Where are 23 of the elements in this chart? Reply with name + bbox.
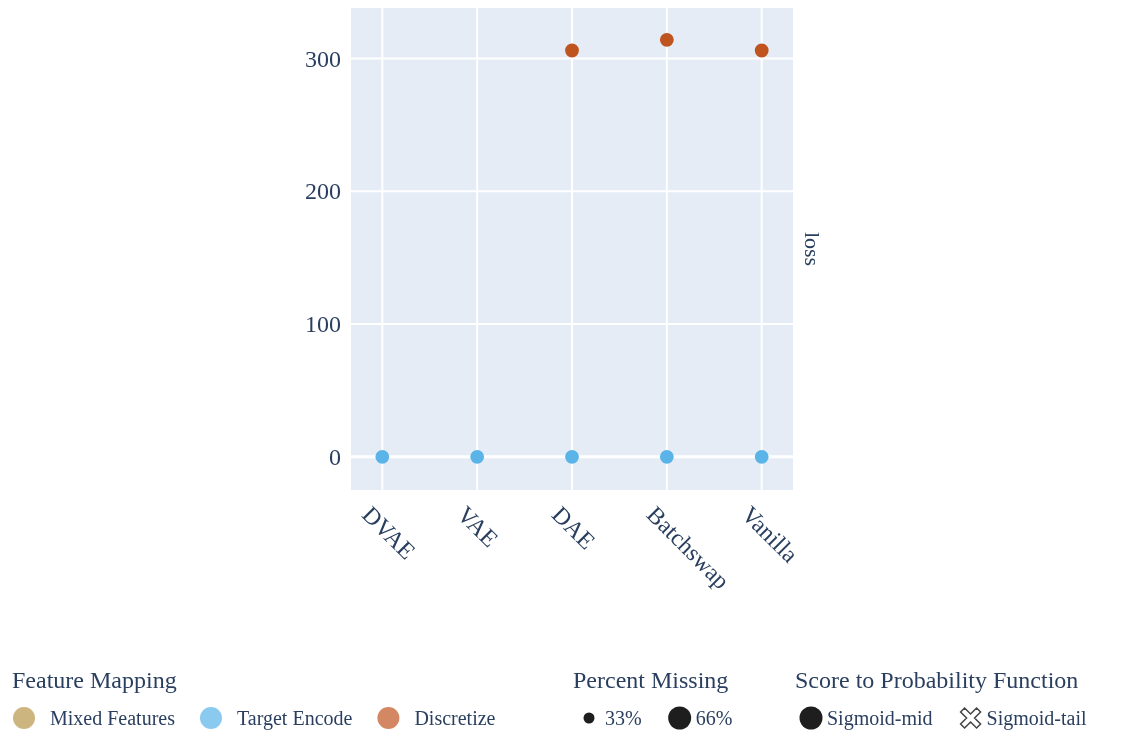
y-tick-label: 100 bbox=[305, 311, 341, 338]
text: Percent Missing bbox=[573, 667, 729, 693]
legend-label: Mixed Features bbox=[50, 707, 176, 729]
point bbox=[754, 43, 769, 58]
point bbox=[375, 449, 390, 464]
point bbox=[754, 449, 769, 464]
text: Sigmoid-tail bbox=[986, 707, 1088, 730]
point bbox=[659, 32, 674, 47]
point bbox=[659, 449, 674, 464]
point bbox=[470, 449, 485, 464]
legend-title: Feature Mapping bbox=[12, 667, 177, 693]
y-axis-title: loss bbox=[800, 231, 825, 267]
text: 33% bbox=[605, 707, 642, 729]
text: Sigmoid-mid bbox=[827, 707, 933, 730]
legend-label: Target Encode bbox=[236, 707, 353, 730]
y-tick-label: 200 bbox=[305, 178, 341, 205]
text: 66% bbox=[695, 707, 733, 729]
y-tick-label: 0 bbox=[329, 443, 341, 470]
point bbox=[565, 449, 579, 464]
y-tick-label: 300 bbox=[305, 45, 341, 72]
point bbox=[565, 43, 579, 58]
text: Score to Probability Function bbox=[795, 667, 1079, 693]
legend-label: Discretize bbox=[414, 707, 496, 729]
